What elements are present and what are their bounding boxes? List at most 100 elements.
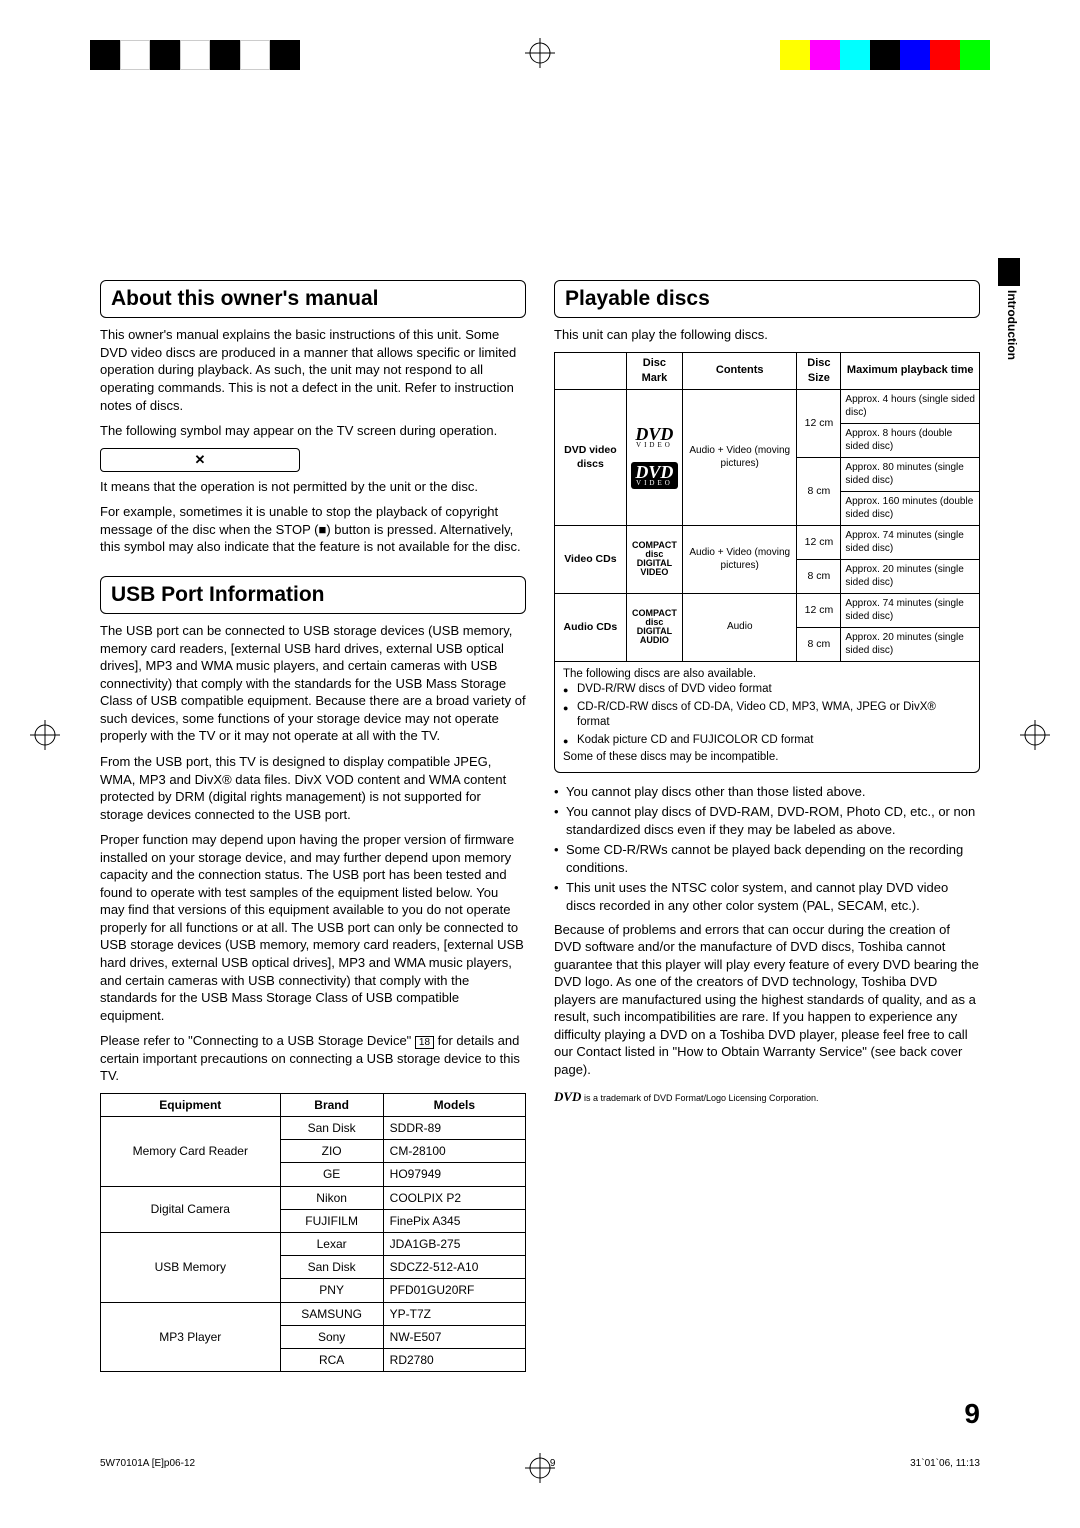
swatch (90, 40, 120, 70)
table-row: USB MemoryLexarJDA1GB-275 (101, 1232, 526, 1255)
toshiba-disclaimer: Because of problems and errors that can … (554, 921, 980, 1079)
size-cell: 12 cm (797, 389, 841, 457)
list-item: DVD-R/RW discs of DVD video format (563, 682, 971, 698)
brand-cell: Sony (280, 1325, 383, 1348)
table-row: Memory Card ReaderSan DiskSDDR-89 (101, 1117, 526, 1140)
symbol-intro: The following symbol may appear on the T… (100, 422, 526, 440)
footer-timestamp: 31`01`06, 11:13 (910, 1457, 980, 1471)
bottom-crop-mark (525, 1453, 555, 1488)
usb-port-heading: USB Port Information (100, 576, 526, 614)
brand-cell: GE (280, 1163, 383, 1186)
x-icon: ✕ (195, 451, 206, 469)
list-item: CD-R/CD-RW discs of CD-DA, Video CD, MP3… (563, 700, 971, 731)
disc-footer-list: DVD-R/RW discs of DVD video format CD-R/C… (563, 682, 971, 748)
symbol-example: For example, sometimes it is unable to s… (100, 503, 526, 556)
swatch (180, 40, 210, 70)
equipment-cell: Memory Card Reader (101, 1117, 281, 1187)
model-cell: FinePix A345 (383, 1209, 525, 1232)
brand-cell: Lexar (280, 1232, 383, 1255)
time-cell: Approx. 20 minutes (single sided disc) (841, 627, 980, 661)
brand-cell: RCA (280, 1348, 383, 1371)
disc-logo-cell: DVDVIDEO DVDVIDEO (626, 389, 682, 525)
cd-logo-icon: COMPACTdiscDIGITALVIDEO (631, 541, 678, 577)
size-cell: 12 cm (797, 593, 841, 627)
cd-logo-icon: COMPACTdiscDIGITALAUDIO (631, 609, 678, 645)
disc-table: Disc MarkContentsDisc SizeMaximum playba… (554, 352, 980, 662)
disc-logo-cell: COMPACTdiscDIGITALAUDIO (626, 593, 682, 661)
swatch (960, 40, 990, 70)
left-column: About this owner's manual This owner's m… (100, 280, 526, 1428)
disc-type-cell: Audio CDs (555, 593, 627, 661)
list-item: You cannot play discs other than those l… (554, 783, 980, 801)
usb-p1: The USB port can be connected to USB sto… (100, 622, 526, 745)
disc-logo-cell: COMPACTdiscDIGITALVIDEO (626, 525, 682, 593)
dvd-trademark-note: DVD is a trademark of DVD Format/Logo Li… (554, 1088, 980, 1106)
right-column: Playable discs This unit can play the fo… (554, 280, 980, 1428)
time-cell: Approx. 160 minutes (double sided disc) (841, 491, 980, 525)
left-crop-mark (30, 720, 60, 750)
table-header: Brand (280, 1093, 383, 1116)
model-cell: SDCZ2-512-A10 (383, 1256, 525, 1279)
section-tab-marker (998, 258, 1020, 286)
table-header: Models (383, 1093, 525, 1116)
compatibility-notes: You cannot play discs other than those l… (554, 783, 980, 915)
swatch (210, 40, 240, 70)
list-item: Some CD-R/RWs cannot be played back depe… (554, 841, 980, 876)
swatch (930, 40, 960, 70)
list-item: You cannot play discs of DVD-RAM, DVD-RO… (554, 803, 980, 838)
equipment-cell: USB Memory (101, 1232, 281, 1302)
contents-cell: Audio + Video (moving pictures) (683, 525, 797, 593)
model-cell: NW-E507 (383, 1325, 525, 1348)
contents-cell: Audio + Video (moving pictures) (683, 389, 797, 525)
footer-doc-id: 5W70101A [E]p06-12 (100, 1457, 195, 1471)
time-cell: Approx. 4 hours (single sided disc) (841, 389, 980, 423)
brand-cell: San Disk (280, 1117, 383, 1140)
disc-type-cell: DVD video discs (555, 389, 627, 525)
contents-cell: Audio (683, 593, 797, 661)
time-cell: Approx. 74 minutes (single sided disc) (841, 525, 980, 559)
swatch (240, 40, 270, 70)
model-cell: RD2780 (383, 1348, 525, 1371)
list-item: This unit uses the NTSC color system, an… (554, 879, 980, 914)
usb-p4: Please refer to "Connecting to a USB Sto… (100, 1032, 526, 1085)
table-row: MP3 PlayerSAMSUNGYP-T7Z (101, 1302, 526, 1325)
equipment-cell: MP3 Player (101, 1302, 281, 1372)
size-cell: 8 cm (797, 559, 841, 593)
page-number: 9 (964, 1395, 980, 1433)
color-bar (780, 40, 990, 70)
dvd-logo-icon: DVDVIDEO (631, 462, 678, 488)
print-registration-marks (0, 35, 1080, 75)
swatch (780, 40, 810, 70)
model-cell: SDDR-89 (383, 1117, 525, 1140)
table-header (555, 352, 627, 389)
equipment-cell: Digital Camera (101, 1186, 281, 1232)
table-header: Disc Size (797, 352, 841, 389)
time-cell: Approx. 80 minutes (single sided disc) (841, 457, 980, 491)
model-cell: COOLPIX P2 (383, 1186, 525, 1209)
table-header: Equipment (101, 1093, 281, 1116)
brand-cell: FUJIFILM (280, 1209, 383, 1232)
table-row: Video CDsCOMPACTdiscDIGITALVIDEOAudio + … (555, 525, 980, 559)
size-cell: 8 cm (797, 627, 841, 661)
size-cell: 8 cm (797, 457, 841, 525)
about-manual-p1: This owner's manual explains the basic i… (100, 326, 526, 414)
brand-cell: San Disk (280, 1256, 383, 1279)
dvd-logo-inline: DVD (554, 1089, 581, 1104)
table-row: Audio CDsCOMPACTdiscDIGITALAUDIOAudio12 … (555, 593, 980, 627)
page-content: About this owner's manual This owner's m… (100, 280, 980, 1428)
swatch (150, 40, 180, 70)
symbol-meaning: It means that the operation is not permi… (100, 478, 526, 496)
time-cell: Approx. 20 minutes (single sided disc) (841, 559, 980, 593)
playable-discs-heading: Playable discs (554, 280, 980, 318)
model-cell: YP-T7Z (383, 1302, 525, 1325)
swatch (840, 40, 870, 70)
brand-cell: Nikon (280, 1186, 383, 1209)
disc-footer-note: Some of these discs may be incompatible. (563, 750, 971, 766)
brand-cell: ZIO (280, 1140, 383, 1163)
table-row: Digital CameraNikonCOOLPIX P2 (101, 1186, 526, 1209)
brand-cell: PNY (280, 1279, 383, 1302)
usb-p2: From the USB port, this TV is designed t… (100, 753, 526, 823)
dvd-logo-icon: DVDVIDEO (631, 426, 678, 448)
brand-cell: SAMSUNG (280, 1302, 383, 1325)
list-item: Kodak picture CD and FUJICOLOR CD format (563, 733, 971, 749)
